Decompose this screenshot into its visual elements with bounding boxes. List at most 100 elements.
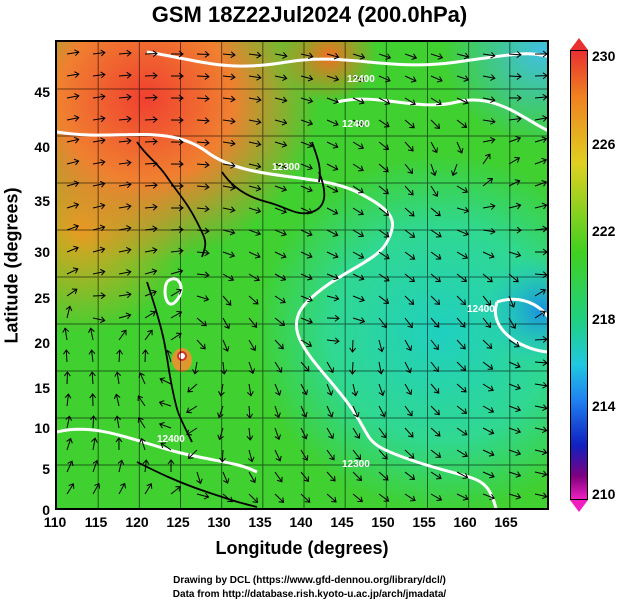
wind-arrow — [248, 184, 262, 192]
wind-arrow — [274, 163, 288, 170]
wind-arrow — [482, 273, 493, 283]
wind-arrow — [326, 141, 339, 149]
wind-arrow — [378, 317, 387, 329]
wind-arrow — [508, 226, 522, 234]
wind-arrow — [274, 427, 281, 441]
wind-arrow — [165, 349, 172, 363]
wind-arrow — [482, 227, 496, 235]
colorbar-bottom-arrow — [570, 500, 588, 512]
wind-arrow — [456, 339, 466, 350]
wind-arrow — [196, 117, 210, 125]
wind-arrow — [118, 137, 132, 145]
wind-arrow — [326, 449, 335, 461]
wind-arrow — [534, 202, 547, 210]
wind-arrow — [222, 228, 236, 236]
wind-arrow — [222, 317, 231, 330]
wind-arrow — [300, 339, 313, 348]
wind-arrow — [186, 427, 198, 436]
wind-arrow — [404, 405, 413, 417]
wind-arrow — [430, 361, 439, 373]
wind-arrow — [534, 359, 547, 367]
wind-arrow — [118, 246, 132, 254]
wind-arrow — [196, 95, 210, 102]
wind-arrow — [170, 332, 182, 341]
wind-arrow — [534, 248, 547, 256]
wind-arrow — [196, 249, 210, 257]
wind-arrow — [352, 471, 363, 482]
wind-arrow — [352, 251, 365, 259]
wind-arrow — [352, 405, 360, 418]
wind-arrow — [377, 339, 385, 353]
wind-arrow — [482, 449, 495, 457]
wind-arrow — [274, 383, 282, 396]
wind-arrow — [534, 157, 547, 165]
wind-arrow — [378, 97, 391, 105]
wind-arrow — [138, 372, 146, 385]
wind-arrow — [404, 295, 415, 305]
wind-arrow — [326, 294, 340, 302]
wind-arrow — [482, 471, 495, 479]
wind-arrow — [222, 471, 230, 484]
wind-arrow — [274, 207, 287, 215]
wind-arrow — [92, 316, 106, 324]
wind-arrow — [508, 427, 522, 435]
wind-arrow — [404, 97, 416, 106]
wind-arrow — [274, 317, 286, 326]
credit-data-source: Data from http://database.rish.kyoto-u.a… — [172, 589, 447, 600]
wind-arrow — [92, 71, 106, 79]
wind-arrow — [92, 202, 106, 210]
wind-arrow — [534, 381, 547, 389]
wind-arrow — [274, 74, 288, 82]
wind-arrow — [326, 314, 340, 322]
wind-arrow — [534, 136, 547, 143]
wind-arrow — [144, 289, 157, 297]
wind-arrow — [170, 204, 184, 212]
wind-arrow — [404, 317, 413, 329]
wind-arrow — [187, 449, 198, 459]
lon-tick: 130 — [207, 514, 231, 530]
wind-arrow — [91, 437, 98, 451]
wind-arrow — [352, 295, 365, 303]
wind-arrow — [456, 449, 468, 458]
wind-arrow — [482, 295, 492, 306]
wind-arrow — [144, 138, 158, 145]
wind-arrow — [482, 317, 491, 329]
wind-arrow — [534, 336, 547, 343]
lon-tick: 115 — [84, 514, 108, 530]
wind-arrow — [508, 361, 521, 369]
wind-arrow — [63, 349, 70, 363]
wind-arrow — [222, 117, 236, 125]
wind-arrow — [430, 273, 441, 283]
wind-arrow — [404, 493, 416, 502]
wind-arrow — [430, 141, 438, 154]
wind-arrow — [349, 339, 357, 353]
wind-arrow — [196, 317, 207, 327]
wind-arrow — [170, 486, 182, 495]
contour-label: 12300 — [272, 162, 300, 173]
wind-arrow — [326, 52, 340, 60]
lon-tick: 120 — [125, 514, 149, 530]
wind-arrow — [170, 182, 184, 190]
wind-arrow — [326, 119, 339, 127]
wind-arrow — [352, 163, 364, 172]
wind-arrow — [144, 268, 158, 276]
wind-arrow — [482, 405, 495, 414]
wind-arrow — [456, 75, 470, 82]
wind-arrow — [430, 229, 442, 238]
wind-arrow — [92, 459, 99, 473]
wind-arrow — [300, 97, 314, 104]
wind-arrow — [482, 203, 496, 210]
wind-arrow — [352, 97, 365, 105]
wind-arrow — [222, 273, 235, 282]
lon-tick: 155 — [412, 514, 436, 530]
wind-arrow — [378, 493, 390, 502]
wind-arrow — [482, 74, 496, 81]
wind-arrow — [92, 49, 106, 57]
wind-arrow — [222, 95, 236, 103]
wind-arrow — [170, 72, 184, 80]
wind-arrow — [196, 50, 210, 58]
wind-arrow — [430, 251, 442, 260]
wind-arrow — [300, 74, 314, 82]
lat-tick: 10 — [34, 420, 50, 436]
lat-tick: 0 — [42, 502, 50, 518]
